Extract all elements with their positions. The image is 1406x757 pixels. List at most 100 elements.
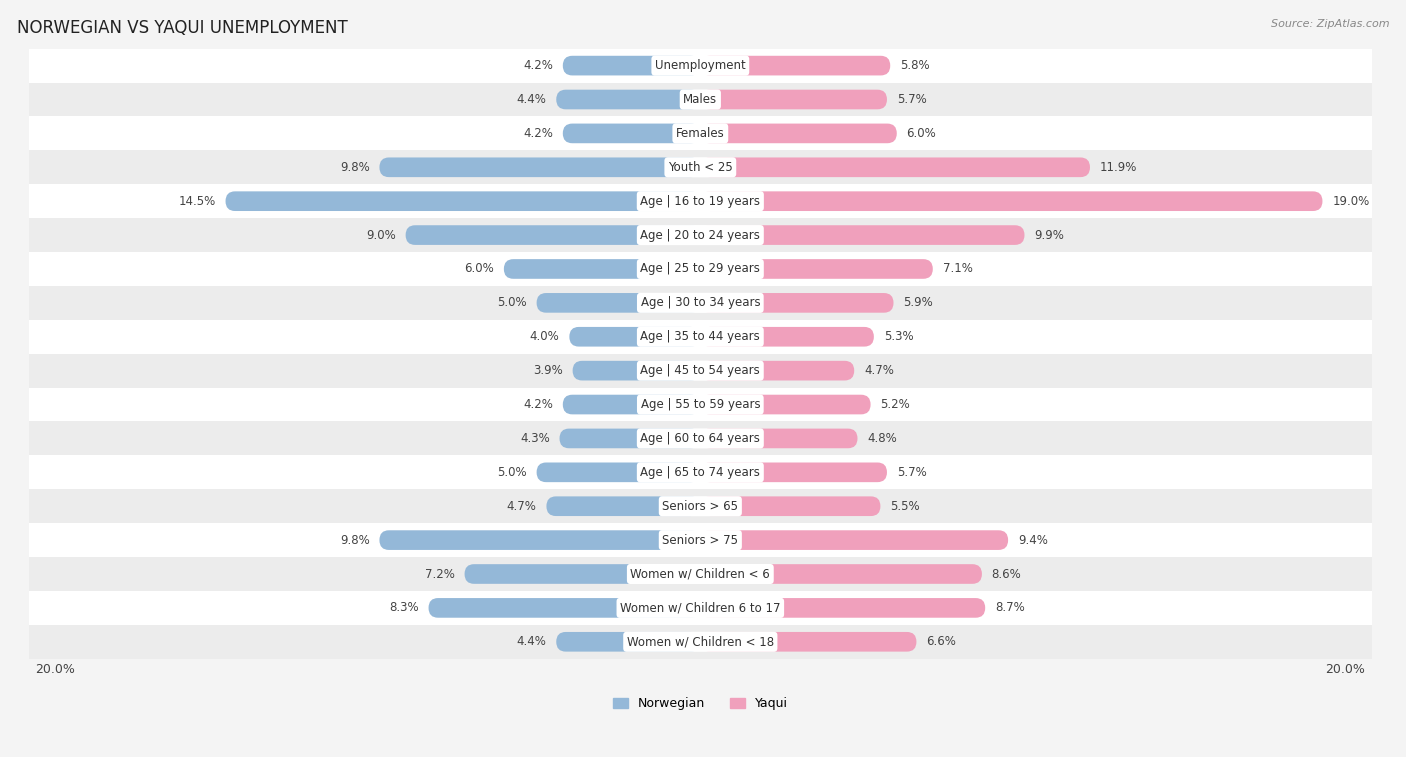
Text: 9.0%: 9.0% bbox=[366, 229, 396, 241]
FancyBboxPatch shape bbox=[569, 327, 700, 347]
Text: 5.0%: 5.0% bbox=[498, 296, 527, 310]
Text: Women w/ Children 6 to 17: Women w/ Children 6 to 17 bbox=[620, 601, 780, 615]
Text: 20.0%: 20.0% bbox=[35, 663, 76, 676]
FancyBboxPatch shape bbox=[700, 361, 855, 381]
Text: 6.0%: 6.0% bbox=[464, 263, 494, 276]
Text: 4.7%: 4.7% bbox=[865, 364, 894, 377]
FancyBboxPatch shape bbox=[547, 497, 700, 516]
Text: 4.2%: 4.2% bbox=[523, 398, 553, 411]
Text: 5.2%: 5.2% bbox=[880, 398, 910, 411]
FancyBboxPatch shape bbox=[700, 632, 917, 652]
FancyBboxPatch shape bbox=[380, 531, 700, 550]
FancyBboxPatch shape bbox=[0, 625, 1406, 659]
FancyBboxPatch shape bbox=[0, 557, 1406, 591]
Text: NORWEGIAN VS YAQUI UNEMPLOYMENT: NORWEGIAN VS YAQUI UNEMPLOYMENT bbox=[17, 19, 347, 37]
FancyBboxPatch shape bbox=[700, 531, 1008, 550]
FancyBboxPatch shape bbox=[0, 523, 1406, 557]
FancyBboxPatch shape bbox=[572, 361, 700, 381]
Legend: Norwegian, Yaqui: Norwegian, Yaqui bbox=[607, 692, 793, 715]
Text: Women w/ Children < 18: Women w/ Children < 18 bbox=[627, 635, 773, 648]
FancyBboxPatch shape bbox=[0, 252, 1406, 286]
Text: Seniors > 75: Seniors > 75 bbox=[662, 534, 738, 547]
Text: Age | 20 to 24 years: Age | 20 to 24 years bbox=[640, 229, 761, 241]
FancyBboxPatch shape bbox=[503, 259, 700, 279]
FancyBboxPatch shape bbox=[0, 388, 1406, 422]
FancyBboxPatch shape bbox=[0, 422, 1406, 456]
FancyBboxPatch shape bbox=[0, 117, 1406, 151]
FancyBboxPatch shape bbox=[700, 192, 1323, 211]
FancyBboxPatch shape bbox=[560, 428, 700, 448]
Text: 9.8%: 9.8% bbox=[340, 160, 370, 174]
FancyBboxPatch shape bbox=[537, 463, 700, 482]
Text: 9.8%: 9.8% bbox=[340, 534, 370, 547]
Text: Age | 30 to 34 years: Age | 30 to 34 years bbox=[641, 296, 761, 310]
FancyBboxPatch shape bbox=[700, 428, 858, 448]
FancyBboxPatch shape bbox=[0, 83, 1406, 117]
Text: 4.8%: 4.8% bbox=[868, 432, 897, 445]
FancyBboxPatch shape bbox=[700, 327, 875, 347]
Text: 5.8%: 5.8% bbox=[900, 59, 929, 72]
Text: Age | 55 to 59 years: Age | 55 to 59 years bbox=[641, 398, 761, 411]
FancyBboxPatch shape bbox=[429, 598, 700, 618]
FancyBboxPatch shape bbox=[700, 157, 1090, 177]
FancyBboxPatch shape bbox=[700, 564, 981, 584]
Text: 6.6%: 6.6% bbox=[927, 635, 956, 648]
FancyBboxPatch shape bbox=[700, 598, 986, 618]
Text: Age | 60 to 64 years: Age | 60 to 64 years bbox=[640, 432, 761, 445]
FancyBboxPatch shape bbox=[700, 259, 932, 279]
FancyBboxPatch shape bbox=[380, 157, 700, 177]
FancyBboxPatch shape bbox=[700, 123, 897, 143]
FancyBboxPatch shape bbox=[0, 456, 1406, 489]
Text: 4.4%: 4.4% bbox=[516, 93, 547, 106]
FancyBboxPatch shape bbox=[700, 56, 890, 76]
Text: 8.7%: 8.7% bbox=[995, 601, 1025, 615]
Text: 9.4%: 9.4% bbox=[1018, 534, 1047, 547]
Text: 9.9%: 9.9% bbox=[1035, 229, 1064, 241]
FancyBboxPatch shape bbox=[0, 319, 1406, 354]
FancyBboxPatch shape bbox=[537, 293, 700, 313]
FancyBboxPatch shape bbox=[557, 632, 700, 652]
FancyBboxPatch shape bbox=[0, 184, 1406, 218]
Text: 5.3%: 5.3% bbox=[884, 330, 914, 343]
Text: 14.5%: 14.5% bbox=[179, 195, 215, 207]
Text: 8.3%: 8.3% bbox=[389, 601, 419, 615]
Text: 5.5%: 5.5% bbox=[890, 500, 920, 512]
Text: Unemployment: Unemployment bbox=[655, 59, 745, 72]
Text: Females: Females bbox=[676, 127, 724, 140]
Text: 5.9%: 5.9% bbox=[903, 296, 934, 310]
Text: 4.4%: 4.4% bbox=[516, 635, 547, 648]
Text: Age | 25 to 29 years: Age | 25 to 29 years bbox=[640, 263, 761, 276]
Text: Youth < 25: Youth < 25 bbox=[668, 160, 733, 174]
Text: Source: ZipAtlas.com: Source: ZipAtlas.com bbox=[1271, 19, 1389, 29]
FancyBboxPatch shape bbox=[0, 591, 1406, 625]
FancyBboxPatch shape bbox=[700, 497, 880, 516]
FancyBboxPatch shape bbox=[0, 489, 1406, 523]
Text: 7.2%: 7.2% bbox=[425, 568, 454, 581]
Text: 4.3%: 4.3% bbox=[520, 432, 550, 445]
Text: 6.0%: 6.0% bbox=[907, 127, 936, 140]
Text: Age | 45 to 54 years: Age | 45 to 54 years bbox=[641, 364, 761, 377]
Text: 5.0%: 5.0% bbox=[498, 466, 527, 479]
Text: Age | 16 to 19 years: Age | 16 to 19 years bbox=[640, 195, 761, 207]
Text: 11.9%: 11.9% bbox=[1099, 160, 1137, 174]
FancyBboxPatch shape bbox=[0, 48, 1406, 83]
FancyBboxPatch shape bbox=[0, 151, 1406, 184]
Text: 3.9%: 3.9% bbox=[533, 364, 562, 377]
FancyBboxPatch shape bbox=[0, 218, 1406, 252]
FancyBboxPatch shape bbox=[0, 354, 1406, 388]
Text: 4.2%: 4.2% bbox=[523, 127, 553, 140]
Text: Age | 35 to 44 years: Age | 35 to 44 years bbox=[641, 330, 761, 343]
FancyBboxPatch shape bbox=[562, 56, 700, 76]
FancyBboxPatch shape bbox=[562, 394, 700, 414]
Text: 7.1%: 7.1% bbox=[942, 263, 973, 276]
FancyBboxPatch shape bbox=[562, 123, 700, 143]
Text: Women w/ Children < 6: Women w/ Children < 6 bbox=[630, 568, 770, 581]
Text: 5.7%: 5.7% bbox=[897, 93, 927, 106]
FancyBboxPatch shape bbox=[225, 192, 700, 211]
FancyBboxPatch shape bbox=[700, 293, 894, 313]
Text: Males: Males bbox=[683, 93, 717, 106]
FancyBboxPatch shape bbox=[405, 226, 700, 245]
Text: 4.2%: 4.2% bbox=[523, 59, 553, 72]
Text: 19.0%: 19.0% bbox=[1333, 195, 1369, 207]
FancyBboxPatch shape bbox=[700, 89, 887, 109]
